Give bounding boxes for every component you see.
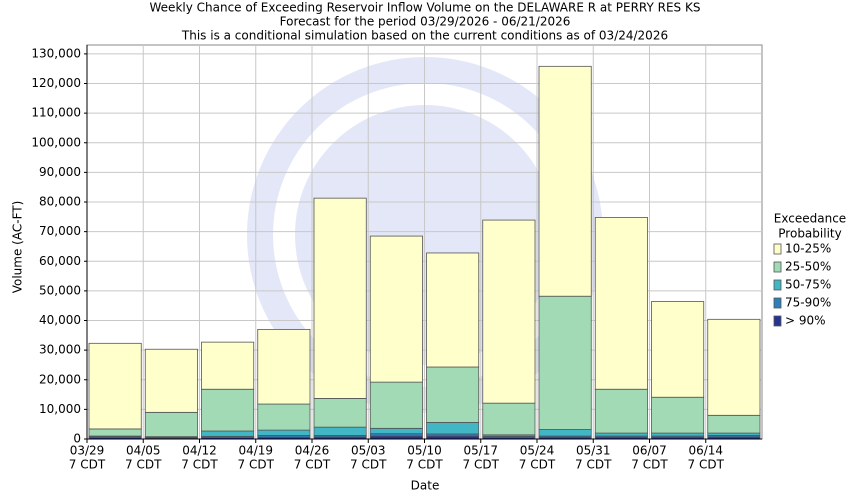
legend-title: Probability — [778, 227, 841, 241]
x-tick-label-suffix: 7 CDT — [238, 458, 275, 472]
y-tick-label: 10,000 — [39, 402, 81, 416]
bar-segment — [594, 432, 648, 437]
y-tick-label: 120,000 — [31, 76, 81, 90]
bar-segment — [482, 402, 536, 436]
x-axis-label: Date — [411, 479, 440, 493]
x-tick-label: 05/24 — [520, 444, 555, 458]
x-tick-label: 04/12 — [182, 444, 217, 458]
x-tick-label: 05/17 — [463, 444, 498, 458]
bar-segment — [313, 197, 367, 399]
bar-segment — [707, 318, 761, 416]
legend-label: 75-90% — [785, 296, 831, 310]
bar-segment — [651, 432, 705, 437]
bar-segment — [313, 398, 367, 428]
bar-segment — [201, 388, 255, 432]
x-tick-label: 06/07 — [632, 444, 667, 458]
x-tick-label-suffix: 7 CDT — [688, 458, 725, 472]
x-tick-label-suffix: 7 CDT — [69, 458, 106, 472]
bar-segment — [426, 252, 480, 368]
bar-segment — [313, 426, 367, 436]
legend-swatch — [773, 279, 782, 291]
y-tick-label: 20,000 — [39, 372, 81, 386]
bar-segment — [201, 430, 255, 437]
y-tick-label: 40,000 — [39, 313, 81, 327]
x-tick-label: 05/03 — [351, 444, 386, 458]
bar-segment — [144, 348, 198, 413]
bar-segment — [144, 411, 198, 438]
bar-segment — [426, 366, 480, 423]
y-tick-label: 60,000 — [39, 254, 81, 268]
x-tick-label-suffix: 7 CDT — [125, 458, 162, 472]
bar-segment — [257, 328, 311, 405]
bar-segment — [426, 422, 480, 435]
y-tick-label: 50,000 — [39, 283, 81, 297]
legend-swatch — [773, 261, 782, 273]
legend-label: 50-75% — [785, 278, 831, 292]
legend-swatch — [773, 243, 782, 255]
bar-segment — [482, 219, 536, 404]
bar-segment — [201, 341, 255, 390]
y-tick-label: 130,000 — [31, 46, 81, 60]
bar-segment — [651, 396, 705, 434]
x-tick-label: 04/05 — [126, 444, 161, 458]
x-tick-label-suffix: 7 CDT — [631, 458, 668, 472]
x-tick-label-suffix: 7 CDT — [294, 458, 331, 472]
x-tick-label: 05/10 — [407, 444, 442, 458]
y-axis-label: Volume (AC-FT) — [11, 201, 25, 294]
y-tick-label: 90,000 — [39, 165, 81, 179]
bar-segment — [369, 381, 423, 429]
legend-title: Exceedance — [774, 212, 846, 226]
x-tick-label: 04/19 — [238, 444, 273, 458]
x-tick-label-suffix: 7 CDT — [181, 458, 218, 472]
bar-segment — [88, 428, 142, 437]
bar-segment — [369, 427, 423, 435]
y-tick-label: 110,000 — [31, 106, 81, 120]
x-tick-label: 03/29 — [70, 444, 105, 458]
x-tick-label: 06/14 — [688, 444, 723, 458]
bar-segment — [257, 403, 311, 431]
x-tick-label: 05/31 — [576, 444, 611, 458]
x-tick-label-suffix: 7 CDT — [350, 458, 387, 472]
x-tick-label-suffix: 7 CDT — [406, 458, 443, 472]
legend-label: 10-25% — [785, 242, 831, 256]
y-tick-label: 0 — [73, 432, 81, 446]
legend-swatch — [773, 297, 782, 309]
bar-segment — [594, 217, 648, 390]
title-line: Weekly Chance of Exceeding Reservoir Inf… — [150, 1, 701, 15]
bar-segment — [88, 342, 142, 430]
bar-segment — [257, 429, 311, 436]
x-tick-label-suffix: 7 CDT — [575, 458, 612, 472]
x-tick-label-suffix: 7 CDT — [463, 458, 500, 472]
x-tick-label: 04/26 — [295, 444, 330, 458]
legend-swatch — [773, 315, 782, 327]
bar-segment — [538, 65, 592, 297]
legend-label: 25-50% — [785, 260, 831, 274]
y-tick-label: 80,000 — [39, 195, 81, 209]
y-tick-label: 100,000 — [31, 135, 81, 149]
x-tick-label-suffix: 7 CDT — [519, 458, 556, 472]
title-line: This is a conditional simulation based o… — [181, 29, 668, 43]
legend-label: > 90% — [785, 314, 826, 328]
bar-segment — [651, 301, 705, 398]
bar-segment — [594, 388, 648, 434]
y-tick-label: 30,000 — [39, 343, 81, 357]
bar-segment — [707, 414, 761, 434]
bar-segment — [538, 429, 592, 437]
title-line: Forecast for the period 03/29/2026 - 06/… — [280, 15, 571, 29]
bar-segment — [369, 235, 423, 383]
y-tick-label: 70,000 — [39, 224, 81, 238]
bar-segment — [538, 295, 592, 430]
